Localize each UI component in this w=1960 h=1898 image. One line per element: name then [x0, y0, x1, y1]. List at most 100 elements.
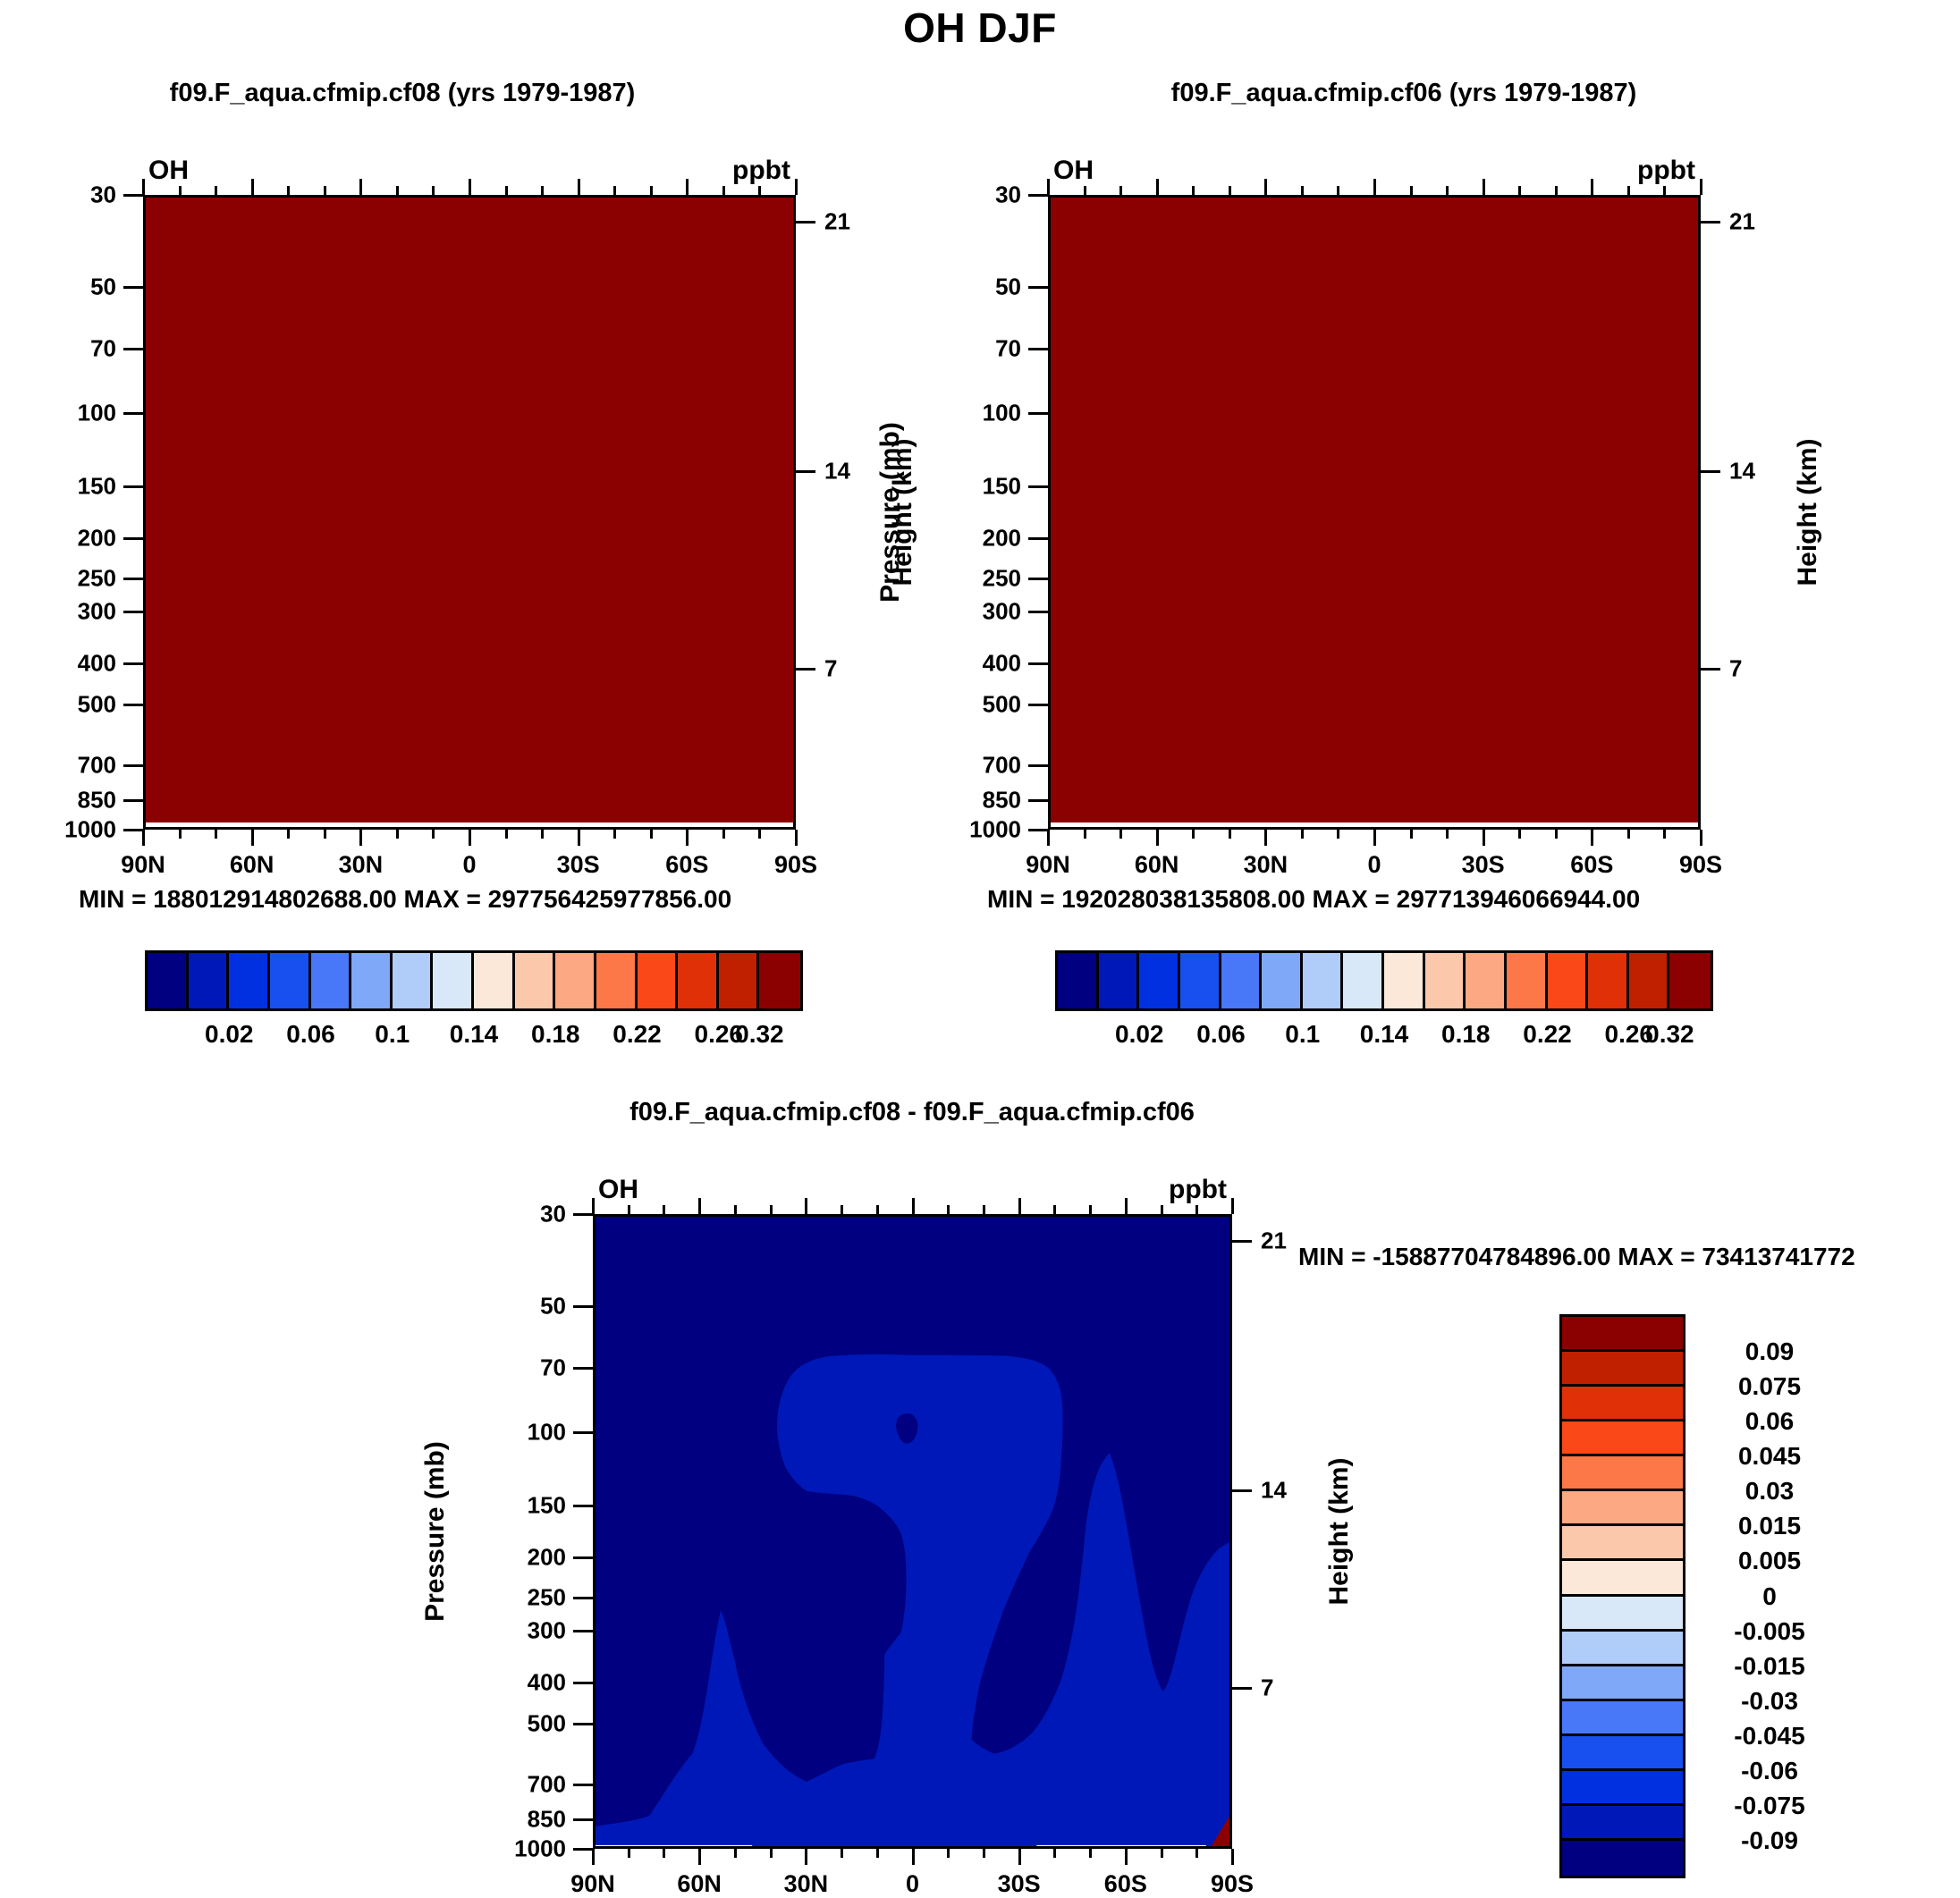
diff-xtick — [1018, 1849, 1021, 1865]
cf06-colorbar-cell[interactable] — [1466, 953, 1507, 1008]
cf08-colorbar-cell[interactable] — [596, 953, 638, 1008]
cf06-colorbar-cell[interactable] — [1384, 953, 1425, 1008]
diff-ytick — [573, 1430, 593, 1434]
cf08-colorbar-label: 0.26 — [694, 1020, 744, 1048]
cf06-ytick — [1028, 703, 1048, 706]
diff-xtick-top — [911, 1198, 915, 1214]
cf08-ytick-label: 100 — [77, 399, 116, 426]
cf08-colorbar-cell[interactable] — [269, 953, 311, 1008]
cf06-colorbar-cell[interactable] — [1343, 953, 1384, 1008]
difference-colorbar[interactable] — [1559, 1314, 1685, 1878]
cf06-colorbar-cell[interactable] — [1302, 953, 1344, 1008]
cf06-colorbar-cell[interactable] — [1139, 953, 1180, 1008]
cf06-xtick-minor — [1337, 830, 1340, 839]
difference-colorbar-label: 0.075 — [1737, 1372, 1802, 1401]
difference-colorbar-cell[interactable] — [1562, 1317, 1683, 1353]
cf06-colorbar-cell[interactable] — [1179, 953, 1221, 1008]
diff-region-embedded-minimum — [896, 1413, 918, 1444]
difference-colorbar-cell[interactable] — [1562, 1491, 1683, 1527]
cf06-xtick — [1482, 830, 1485, 846]
difference-colorbar-cell[interactable] — [1562, 1735, 1683, 1771]
difference-colorbar-cell[interactable] — [1562, 1387, 1683, 1422]
cf06-xtick-minor-top — [1228, 186, 1231, 195]
cf06-colorbar-cell[interactable] — [1424, 953, 1466, 1008]
cf08-xtick-minor-top — [395, 186, 399, 195]
diff-ytick-label: 100 — [527, 1418, 566, 1446]
cf06-colorbar-cell[interactable] — [1221, 953, 1263, 1008]
diff-xtick-label: 90N — [570, 1870, 615, 1897]
cf06-xtick — [1264, 830, 1268, 846]
cf08-colorbar-cell[interactable] — [718, 953, 760, 1008]
cf06-xtick-minor-top — [1626, 186, 1630, 195]
cf08-colorbar-cell[interactable] — [392, 953, 434, 1008]
difference-colorbar-cell[interactable] — [1562, 1631, 1683, 1666]
cf06-ytick — [1028, 537, 1048, 541]
diff-height-axis-title: Height (km) — [1324, 1457, 1354, 1606]
cf06-xtick-minor-top — [1119, 186, 1123, 195]
cf06-surface-mask — [1051, 822, 1698, 827]
cf06-colorbar-cell[interactable] — [1058, 953, 1099, 1008]
cf08-colorbar-cell[interactable] — [351, 953, 393, 1008]
cf08-colorbar-cell[interactable] — [514, 953, 556, 1008]
diff-xtick-top — [592, 1198, 595, 1214]
cf06-colorbar-cell[interactable] — [1262, 953, 1303, 1008]
cf08-colorbar-cell[interactable] — [310, 953, 352, 1008]
cf06-colorbar-label: 0.18 — [1441, 1020, 1491, 1048]
cf08-ytick — [123, 799, 143, 803]
difference-colorbar-cell[interactable] — [1562, 1561, 1683, 1597]
cf08-xtick-minor — [504, 830, 508, 839]
cf08-colorbar-cell[interactable] — [188, 953, 230, 1008]
difference-colorbar-cell[interactable] — [1562, 1526, 1683, 1562]
cf08-colorbar[interactable] — [145, 950, 803, 1011]
cf06-contour-fill — [1051, 198, 1698, 827]
cf06-colorbar[interactable] — [1055, 950, 1713, 1011]
cf06-xtick-label: 90N — [1026, 851, 1070, 878]
cf08-colorbar-cell[interactable] — [555, 953, 596, 1008]
difference-colorbar-cell[interactable] — [1562, 1840, 1683, 1876]
difference-colorbar-cell[interactable] — [1562, 1352, 1683, 1388]
cf08-height-tick — [796, 469, 815, 473]
cf06-colorbar-label: 0.02 — [1115, 1020, 1164, 1048]
cf06-colorbar-cell[interactable] — [1506, 953, 1548, 1008]
difference-colorbar-cell[interactable] — [1562, 1770, 1683, 1806]
diff-xtick-minor — [733, 1849, 737, 1858]
cf06-colorbar-cell[interactable] — [1669, 953, 1711, 1008]
cf08-colorbar-cell[interactable] — [148, 953, 189, 1008]
cf08-xtick-minor-top — [504, 186, 508, 195]
diff-xtick-minor-top — [1053, 1205, 1057, 1214]
diff-xtick-top — [698, 1198, 702, 1214]
difference-colorbar-cell[interactable] — [1562, 1456, 1683, 1492]
cf08-colorbar-cell[interactable] — [474, 953, 515, 1008]
cf08-ytick — [123, 194, 143, 197]
diff-xtick-minor-top — [841, 1205, 844, 1214]
cf06-colorbar-cell[interactable] — [1098, 953, 1140, 1008]
cf06-colorbar-cell[interactable] — [1588, 953, 1629, 1008]
diff-ytick — [573, 1818, 593, 1822]
cf06-xtick-top — [1482, 179, 1485, 195]
cf06-xtick-minor — [1228, 830, 1231, 839]
cf08-xtick-minor — [178, 830, 182, 839]
cf06-yaxis-title: Pressure (mb) — [875, 422, 905, 603]
cf06-xtick-minor-top — [1409, 186, 1413, 195]
cf08-colorbar-cell[interactable] — [678, 953, 719, 1008]
cf08-colorbar-cell[interactable] — [759, 953, 800, 1008]
difference-colorbar-cell[interactable] — [1562, 1805, 1683, 1841]
difference-colorbar-cell[interactable] — [1562, 1700, 1683, 1736]
cf06-xtick-top — [1373, 179, 1376, 195]
cf08-colorbar-cell[interactable] — [433, 953, 474, 1008]
cf08-colorbar-cell[interactable] — [229, 953, 270, 1008]
cf06-xtick-minor — [1300, 830, 1304, 839]
cf06-xtick-label: 60S — [1570, 851, 1614, 878]
cf06-ytick-label: 100 — [982, 399, 1021, 426]
cf06-colorbar-cell[interactable] — [1628, 953, 1670, 1008]
cf06-colorbar-cell[interactable] — [1547, 953, 1589, 1008]
difference-colorbar-cell[interactable] — [1562, 1666, 1683, 1701]
difference-colorbar-cell[interactable] — [1562, 1596, 1683, 1632]
panel-cf08-title: f09.F_aqua.cfmip.cf08 (yrs 1979-1987) — [169, 79, 636, 107]
diff-xtick-minor-top — [1195, 1205, 1199, 1214]
difference-colorbar-cell[interactable] — [1562, 1421, 1683, 1457]
cf08-colorbar-cell[interactable] — [637, 953, 679, 1008]
cf08-colorbar-label: 0.22 — [612, 1020, 662, 1048]
diff-ytick-label: 150 — [527, 1491, 566, 1519]
diff-region-minus0p09-to-minus0p075 — [596, 1354, 1229, 1846]
